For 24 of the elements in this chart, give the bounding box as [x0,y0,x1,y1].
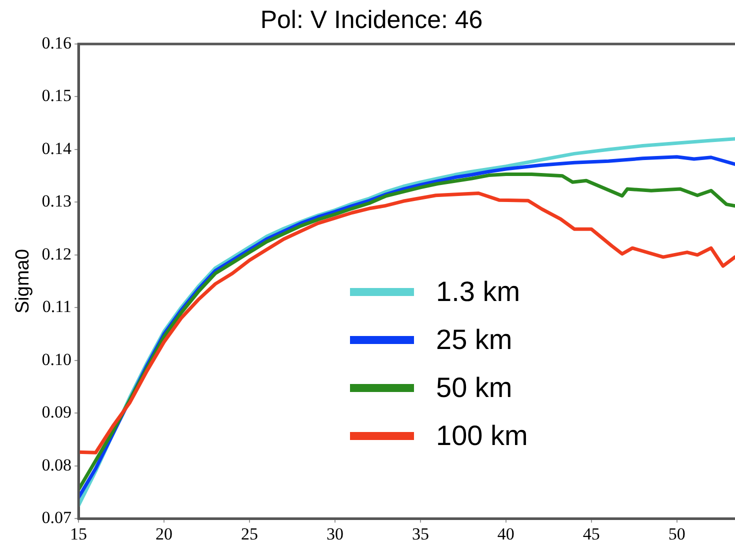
y-tick-label: 0.15 [42,86,72,106]
x-tick-label: 25 [241,524,258,544]
y-tick-label: 0.16 [42,33,72,52]
x-tick-label: 30 [326,524,344,544]
y-tick-label: 0.13 [42,192,72,211]
y-tick-label: 0.08 [42,455,72,474]
legend-label: 50 km [436,372,512,404]
x-tick-label: 50 [668,524,686,544]
x-tick-label: 40 [497,524,514,544]
legend-label: 25 km [436,324,512,356]
y-tick-label: 0.10 [42,350,72,369]
x-tick-label: 20 [156,524,173,544]
x-tick-label: 15 [70,524,88,544]
y-tick-label: 0.12 [42,244,72,264]
x-tick-label: 35 [412,524,429,544]
y-tick-label: 0.09 [42,402,72,422]
chart-title: Pol: V Incidence: 46 [260,6,483,34]
y-axis-title: Sigma0 [12,249,34,314]
y-tick-label: 0.11 [42,297,72,316]
y-tick-label: 0.14 [42,138,72,158]
legend-label: 100 km [436,420,528,452]
y-tick-label: 0.07 [42,508,72,528]
x-tick-label: 45 [582,524,600,544]
legend-label: 1.3 km [436,276,520,308]
